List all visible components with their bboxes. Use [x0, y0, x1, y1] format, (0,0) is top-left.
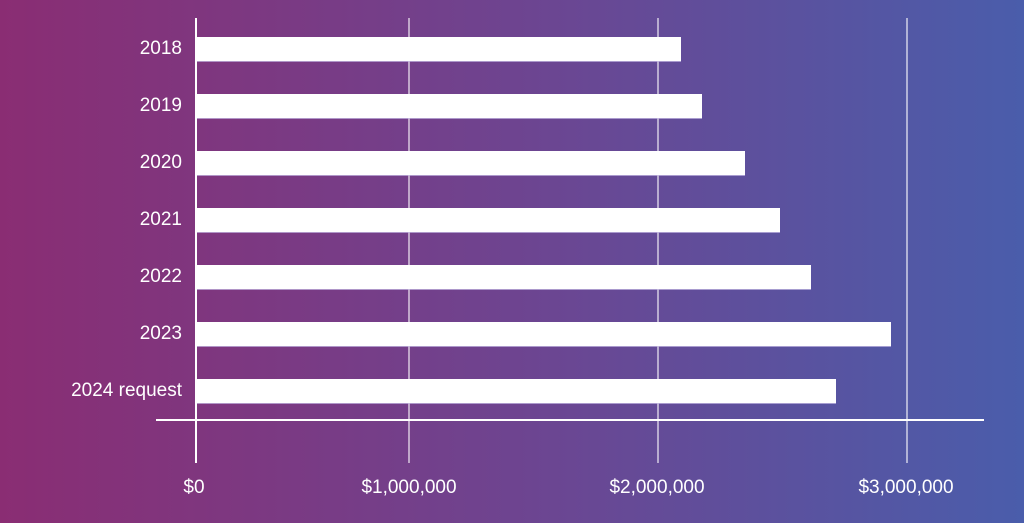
x-tick-label: $1,000,000: [361, 477, 457, 498]
bar-2020: [197, 151, 745, 175]
bar-2024-request: [197, 379, 836, 403]
bar-2023: [197, 322, 891, 346]
gridline-1m: [408, 18, 410, 463]
gridline-2m: [657, 18, 659, 463]
category-label: 2020: [139, 152, 182, 173]
category-label: 2023: [139, 323, 182, 344]
x-tick-label: $0: [183, 477, 205, 498]
category-label: 2022: [139, 266, 182, 287]
y-axis-line: [195, 18, 197, 463]
gridline-3m: [906, 18, 908, 463]
x-tick-label: $2,000,000: [609, 477, 705, 498]
category-label: 2018: [139, 38, 182, 59]
bar-2021: [197, 208, 780, 232]
category-label: 2019: [139, 95, 182, 116]
x-tick-label: $3,000,000: [858, 477, 954, 498]
bar-2022: [197, 265, 811, 289]
category-label: 2021: [139, 209, 182, 230]
bar-2019: [197, 94, 702, 118]
category-label: 2024 request: [71, 380, 182, 401]
x-axis-line: [156, 419, 984, 421]
bar-2018: [197, 37, 681, 61]
